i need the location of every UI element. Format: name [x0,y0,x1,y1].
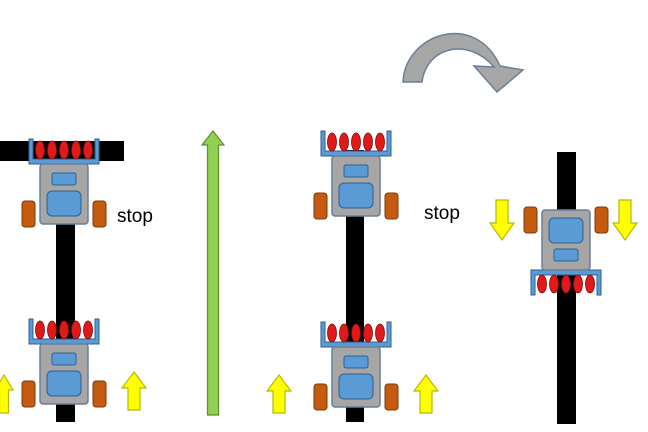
wheel [21,200,36,228]
wheel [594,206,609,234]
roller [327,323,337,343]
roller [363,323,373,343]
roller [71,320,81,340]
roller [71,140,81,160]
roller [35,320,45,340]
forward-arrow-icon [200,130,226,416]
robot [21,318,107,408]
down-arrow-icon [611,199,639,242]
robot-panel [553,248,579,262]
robot-panel [46,190,82,217]
wheel [92,200,107,228]
robot-panel [343,355,369,369]
roller [585,274,595,294]
roller [327,132,337,152]
robot [21,138,107,228]
robot-panel [338,182,374,209]
roller [375,132,385,152]
robot [523,206,609,296]
robot-panel [51,352,77,366]
robot-panel [548,217,584,244]
robot-panel [46,370,82,397]
roller [339,132,349,152]
roller [83,320,93,340]
stop-label-right: stop [424,203,460,224]
wheel [313,383,328,411]
down-arrow-icon [488,199,516,242]
curved-rotate-arrow-icon [402,32,525,94]
wheel [384,383,399,411]
roller [59,320,69,340]
up-arrow-icon [120,371,148,411]
up-arrow-icon [0,373,15,414]
wheel [92,380,107,408]
up-arrow-icon [412,374,440,414]
roller [83,140,93,160]
roller [537,274,547,294]
robot [313,130,399,220]
roller [351,323,361,343]
roller [561,274,571,294]
robot-panel [51,172,77,186]
roller [47,320,57,340]
wheel [21,380,36,408]
robot [313,321,399,411]
wheel [523,206,538,234]
roller [59,140,69,160]
stop-label-left: stop [117,206,153,227]
roller [35,140,45,160]
roller [549,274,559,294]
wheel [313,192,328,220]
roller [47,140,57,160]
roller [573,274,583,294]
roller [363,132,373,152]
wheel [384,192,399,220]
roller [375,323,385,343]
up-arrow-icon [265,374,293,414]
roller [339,323,349,343]
robot-panel [338,373,374,400]
roller [351,132,361,152]
robot-panel [343,164,369,178]
